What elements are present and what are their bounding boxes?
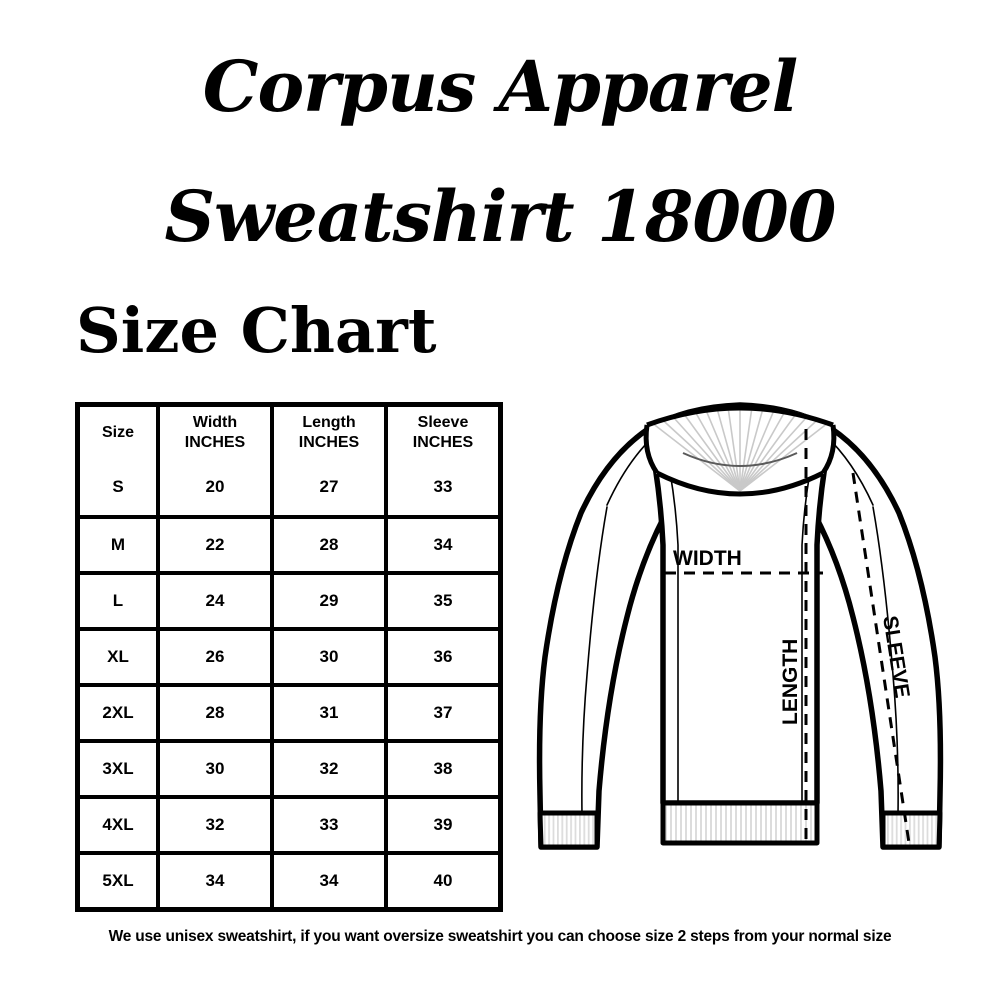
cell-sleeve: 40 xyxy=(384,851,498,907)
cell-width: 24 xyxy=(156,571,270,627)
length-measure-label: LENGTH xyxy=(779,639,802,725)
table-row: 2XL 28 31 37 xyxy=(80,683,498,739)
cell-sleeve: 36 xyxy=(384,627,498,683)
cell-length: 29 xyxy=(270,571,384,627)
cell-length: 28 xyxy=(270,515,384,571)
table-row: 3XL 30 32 38 xyxy=(80,739,498,795)
size-chart-table: Size Width INCHES Length INCHES Sleeve I… xyxy=(75,402,503,912)
cell-size: 3XL xyxy=(80,739,156,795)
cell-sleeve: 39 xyxy=(384,795,498,851)
cell-size: XL xyxy=(80,627,156,683)
table-header: Size Width INCHES Length INCHES Sleeve I… xyxy=(80,407,498,459)
table-row: S 20 27 33 xyxy=(80,459,498,515)
sweatshirt-illustration: WIDTH LENGTH SLEEVE xyxy=(535,395,945,895)
column-header-sleeve-main: Sleeve xyxy=(417,414,469,432)
brand-title-line-1: Corpus Apparel xyxy=(202,45,798,128)
right-cuff xyxy=(880,810,943,850)
cell-sleeve: 35 xyxy=(384,571,498,627)
collar-inner-line xyxy=(682,452,798,467)
cell-length: 33 xyxy=(270,795,384,851)
cell-size: S xyxy=(80,459,156,515)
table-row: L 24 29 35 xyxy=(80,571,498,627)
cell-length: 30 xyxy=(270,627,384,683)
cell-width: 26 xyxy=(156,627,270,683)
cell-sleeve: 34 xyxy=(384,515,498,571)
table-header-row: Size Width INCHES Length INCHES Sleeve I… xyxy=(80,407,498,459)
cell-sleeve: 38 xyxy=(384,739,498,795)
bottom-hem xyxy=(660,800,820,846)
right-sleeve xyxy=(812,426,944,850)
column-header-size: Size xyxy=(80,407,156,459)
column-header-sleeve: Sleeve INCHES xyxy=(384,407,498,459)
column-header-length: Length INCHES xyxy=(270,407,384,459)
column-header-length-unit: INCHES xyxy=(298,434,360,451)
sweatshirt-outline xyxy=(536,402,944,850)
cell-size: M xyxy=(80,515,156,571)
sleeve-measure-line xyxy=(851,472,911,844)
page-title: Size Chart xyxy=(76,294,437,367)
table-row: M 22 28 34 xyxy=(80,515,498,571)
cell-size: L xyxy=(80,571,156,627)
cell-width: 28 xyxy=(156,683,270,739)
column-header-size-main: Size xyxy=(101,424,134,442)
cell-size: 5XL xyxy=(80,851,156,907)
table-row: 4XL 32 33 39 xyxy=(80,795,498,851)
footer-note: We use unisex sweatshirt, if you want ov… xyxy=(108,928,892,945)
width-measure-label: WIDTH xyxy=(673,547,742,570)
cell-width: 32 xyxy=(156,795,270,851)
cell-length: 34 xyxy=(270,851,384,907)
cell-width: 30 xyxy=(156,739,270,795)
column-header-width-unit: INCHES xyxy=(184,434,246,451)
cell-size: 4XL xyxy=(80,795,156,851)
cell-size: 2XL xyxy=(80,683,156,739)
size-chart-table-container: Size Width INCHES Length INCHES Sleeve I… xyxy=(75,402,503,912)
cell-length: 31 xyxy=(270,683,384,739)
table-row: XL 26 30 36 xyxy=(80,627,498,683)
cell-sleeve: 33 xyxy=(384,459,498,515)
column-header-width: Width INCHES xyxy=(156,407,270,459)
cell-sleeve: 37 xyxy=(384,683,498,739)
cell-width: 22 xyxy=(156,515,270,571)
column-header-width-main: Width xyxy=(192,414,238,432)
column-header-length-main: Length xyxy=(302,414,356,432)
brand-title-line-2: Sweatshirt 18000 xyxy=(164,175,836,258)
left-sleeve xyxy=(536,426,668,850)
table-body: S 20 27 33 M 22 28 34 L 24 29 35 XL 26 3… xyxy=(80,459,498,907)
left-cuff xyxy=(537,810,600,850)
table-row: 5XL 34 34 40 xyxy=(80,851,498,907)
cell-length: 27 xyxy=(270,459,384,515)
cell-width: 34 xyxy=(156,851,270,907)
collar-outline xyxy=(643,405,837,497)
cell-width: 20 xyxy=(156,459,270,515)
cell-length: 32 xyxy=(270,739,384,795)
column-header-sleeve-unit: INCHES xyxy=(412,434,474,451)
